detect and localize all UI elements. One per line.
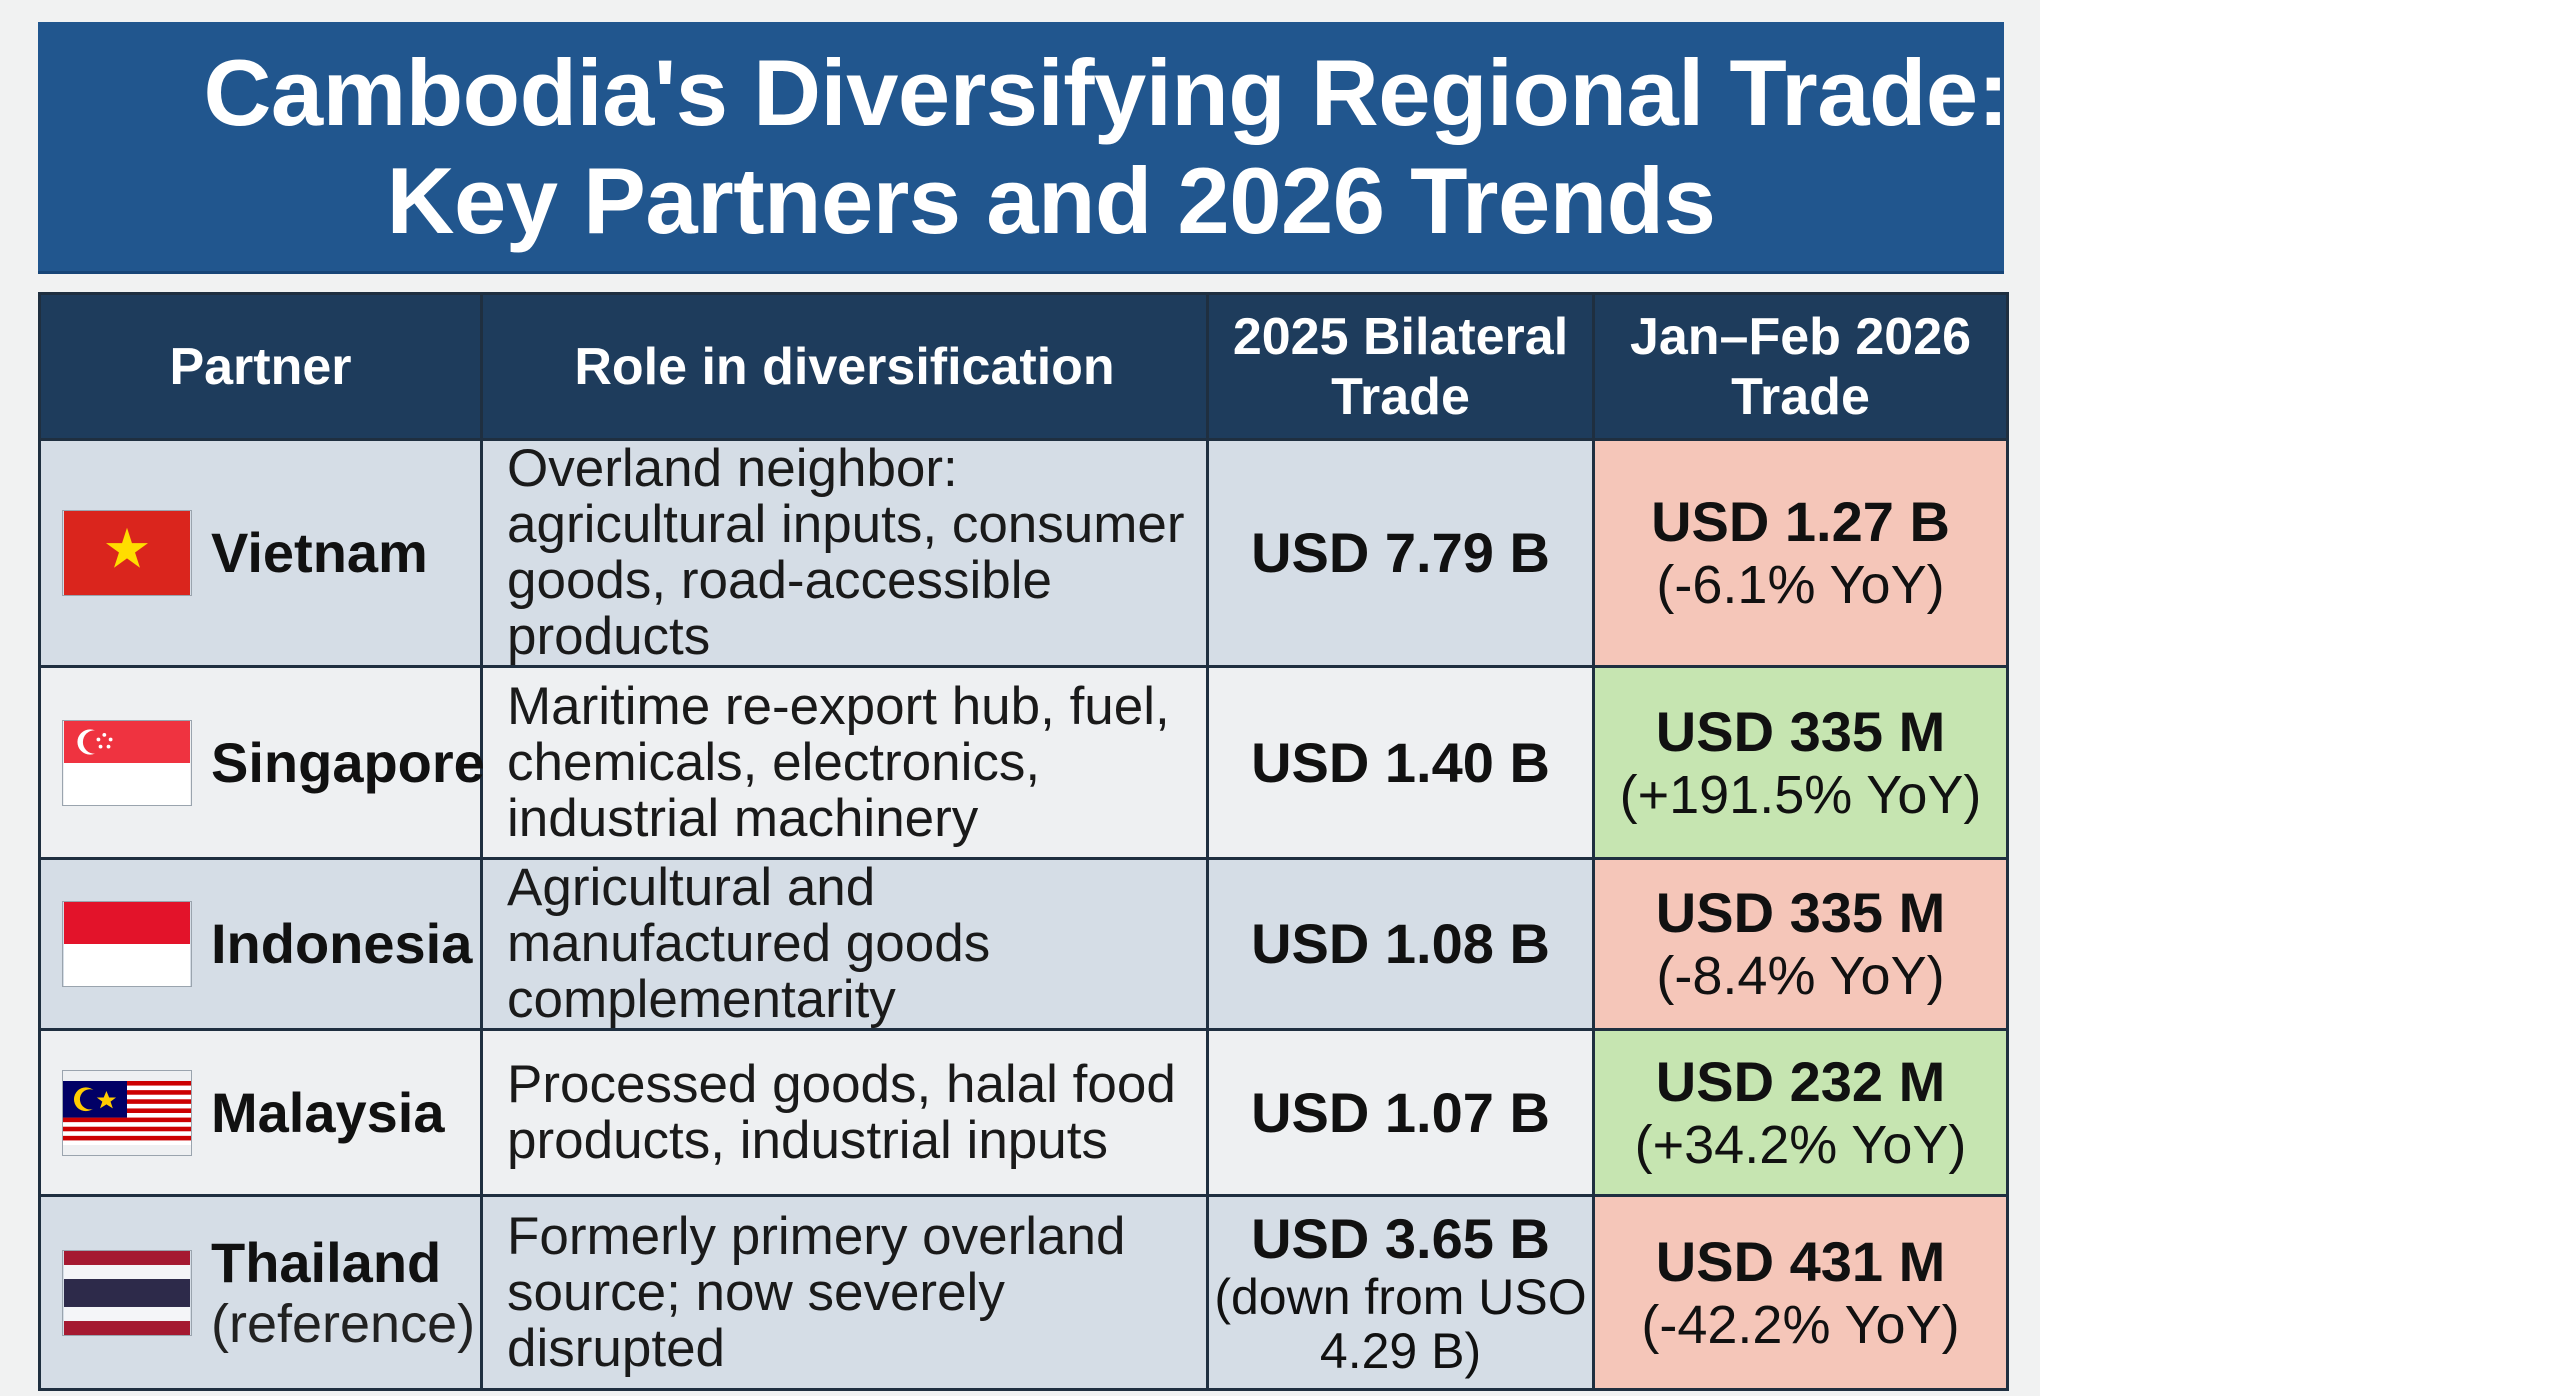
table-row: Malaysia Processed goods, halal food pro…	[38, 1028, 2009, 1197]
trade-2026-change: (-6.1% YoY)	[1656, 555, 1945, 615]
header-trade-2025: 2025 Bilateral Trade	[1206, 292, 1595, 441]
partner-name-block: Thailand (reference)	[211, 1230, 476, 1354]
page-title-line-1: Cambodia's Diversifying Regional Trade:	[203, 39, 2009, 145]
infographic-panel: Cambodia's Diversifying Regional Trade: …	[0, 0, 2040, 1396]
indonesia-flag-icon	[64, 902, 190, 986]
table-row: Singapore Maritime re-export hub, fuel, …	[38, 665, 2009, 860]
trade-2026-cell: USD 431 M (-42.2% YoY)	[1592, 1194, 2009, 1391]
partner-cell: Thailand (reference)	[38, 1194, 483, 1391]
trade-2025-cell: USD 1.40 B	[1206, 665, 1595, 860]
partner-name: Thailand	[211, 1230, 442, 1294]
partner-name: Vietnam	[211, 521, 428, 584]
page-title-line-2: Key Partners and 2026 Trends	[386, 147, 1716, 253]
trade-2026-cell: USD 1.27 B (-6.1% YoY)	[1592, 438, 2009, 668]
role-cell: Processed goods, halal food products, in…	[480, 1028, 1209, 1197]
partner-cell: Malaysia	[38, 1028, 483, 1197]
trade-2025-note: (down from USO 4.29 B)	[1214, 1268, 1587, 1379]
table-row: Thailand (reference) Formerly primery ov…	[38, 1194, 2009, 1391]
trade-2026-change: (-42.2% YoY)	[1641, 1294, 1960, 1355]
trade-2025-cell: USD 1.07 B	[1206, 1028, 1595, 1197]
partner-note: (reference)	[211, 1293, 476, 1354]
trade-2026-cell: USD 335 M (+191.5% YoY)	[1592, 665, 2009, 860]
role-cell: Maritime re-export hub, fuel, chemicals,…	[480, 665, 1209, 860]
trade-2026-change: (+191.5% YoY)	[1619, 764, 1982, 825]
malaysia-flag-icon	[63, 1080, 191, 1145]
table-row: Vietnam Overland neighbor: agricultural …	[38, 438, 2009, 668]
header-trade-2026: Jan–Feb 2026 Trade	[1592, 292, 2009, 441]
thailand-flag-icon	[64, 1250, 190, 1335]
role-cell: Overland neighbor: agricultural inputs, …	[480, 438, 1209, 668]
partner-cell: Vietnam	[38, 438, 483, 668]
trade-2026-value: USD 232 M	[1655, 1049, 1946, 1113]
trade-2026-change: (+34.2% YoY)	[1634, 1114, 1967, 1175]
table-header-row: Partner Role in diversification 2025 Bil…	[38, 292, 2009, 441]
trade-2026-value: USD 335 M	[1655, 881, 1946, 944]
trade-2026-value: USD 431 M	[1655, 1229, 1946, 1293]
singapore-flag-icon	[64, 720, 190, 805]
partner-cell: Singapore	[38, 665, 485, 860]
partner-name: Indonesia	[211, 912, 473, 975]
trade-2026-change: (-8.4% YoY)	[1656, 946, 1945, 1006]
partner-name: Singapore	[211, 730, 485, 794]
trade-2026-cell: USD 232 M (+34.2% YoY)	[1592, 1028, 2009, 1197]
trade-2026-cell: USD 335 M (-8.4% YoY)	[1592, 857, 2009, 1031]
trade-2025-value: USD 3.65 B	[1251, 1206, 1550, 1270]
trade-2025-cell: USD 3.65 B (down from USO 4.29 B)	[1206, 1194, 1595, 1391]
trade-2025-cell: USD 7.79 B	[1206, 438, 1595, 668]
role-cell: Formerly primery overland source; now se…	[480, 1194, 1209, 1391]
partner-name: Malaysia	[211, 1080, 445, 1144]
vietnam-flag-icon	[64, 511, 190, 595]
partner-cell: Indonesia	[38, 857, 483, 1031]
trade-2025-cell: USD 1.08 B	[1206, 857, 1595, 1031]
trade-2026-value: USD 1.27 B	[1651, 490, 1950, 553]
trade-partners-table: Partner Role in diversification 2025 Bil…	[38, 292, 2009, 1391]
trade-2026-value: USD 335 M	[1655, 699, 1946, 763]
header-role: Role in diversification	[480, 292, 1209, 441]
role-cell: Agricultural and manufactured goods comp…	[480, 857, 1209, 1031]
table-row: Indonesia Agricultural and manufactured …	[38, 857, 2009, 1031]
title-banner: Cambodia's Diversifying Regional Trade: …	[38, 22, 2009, 274]
header-partner: Partner	[38, 292, 483, 441]
